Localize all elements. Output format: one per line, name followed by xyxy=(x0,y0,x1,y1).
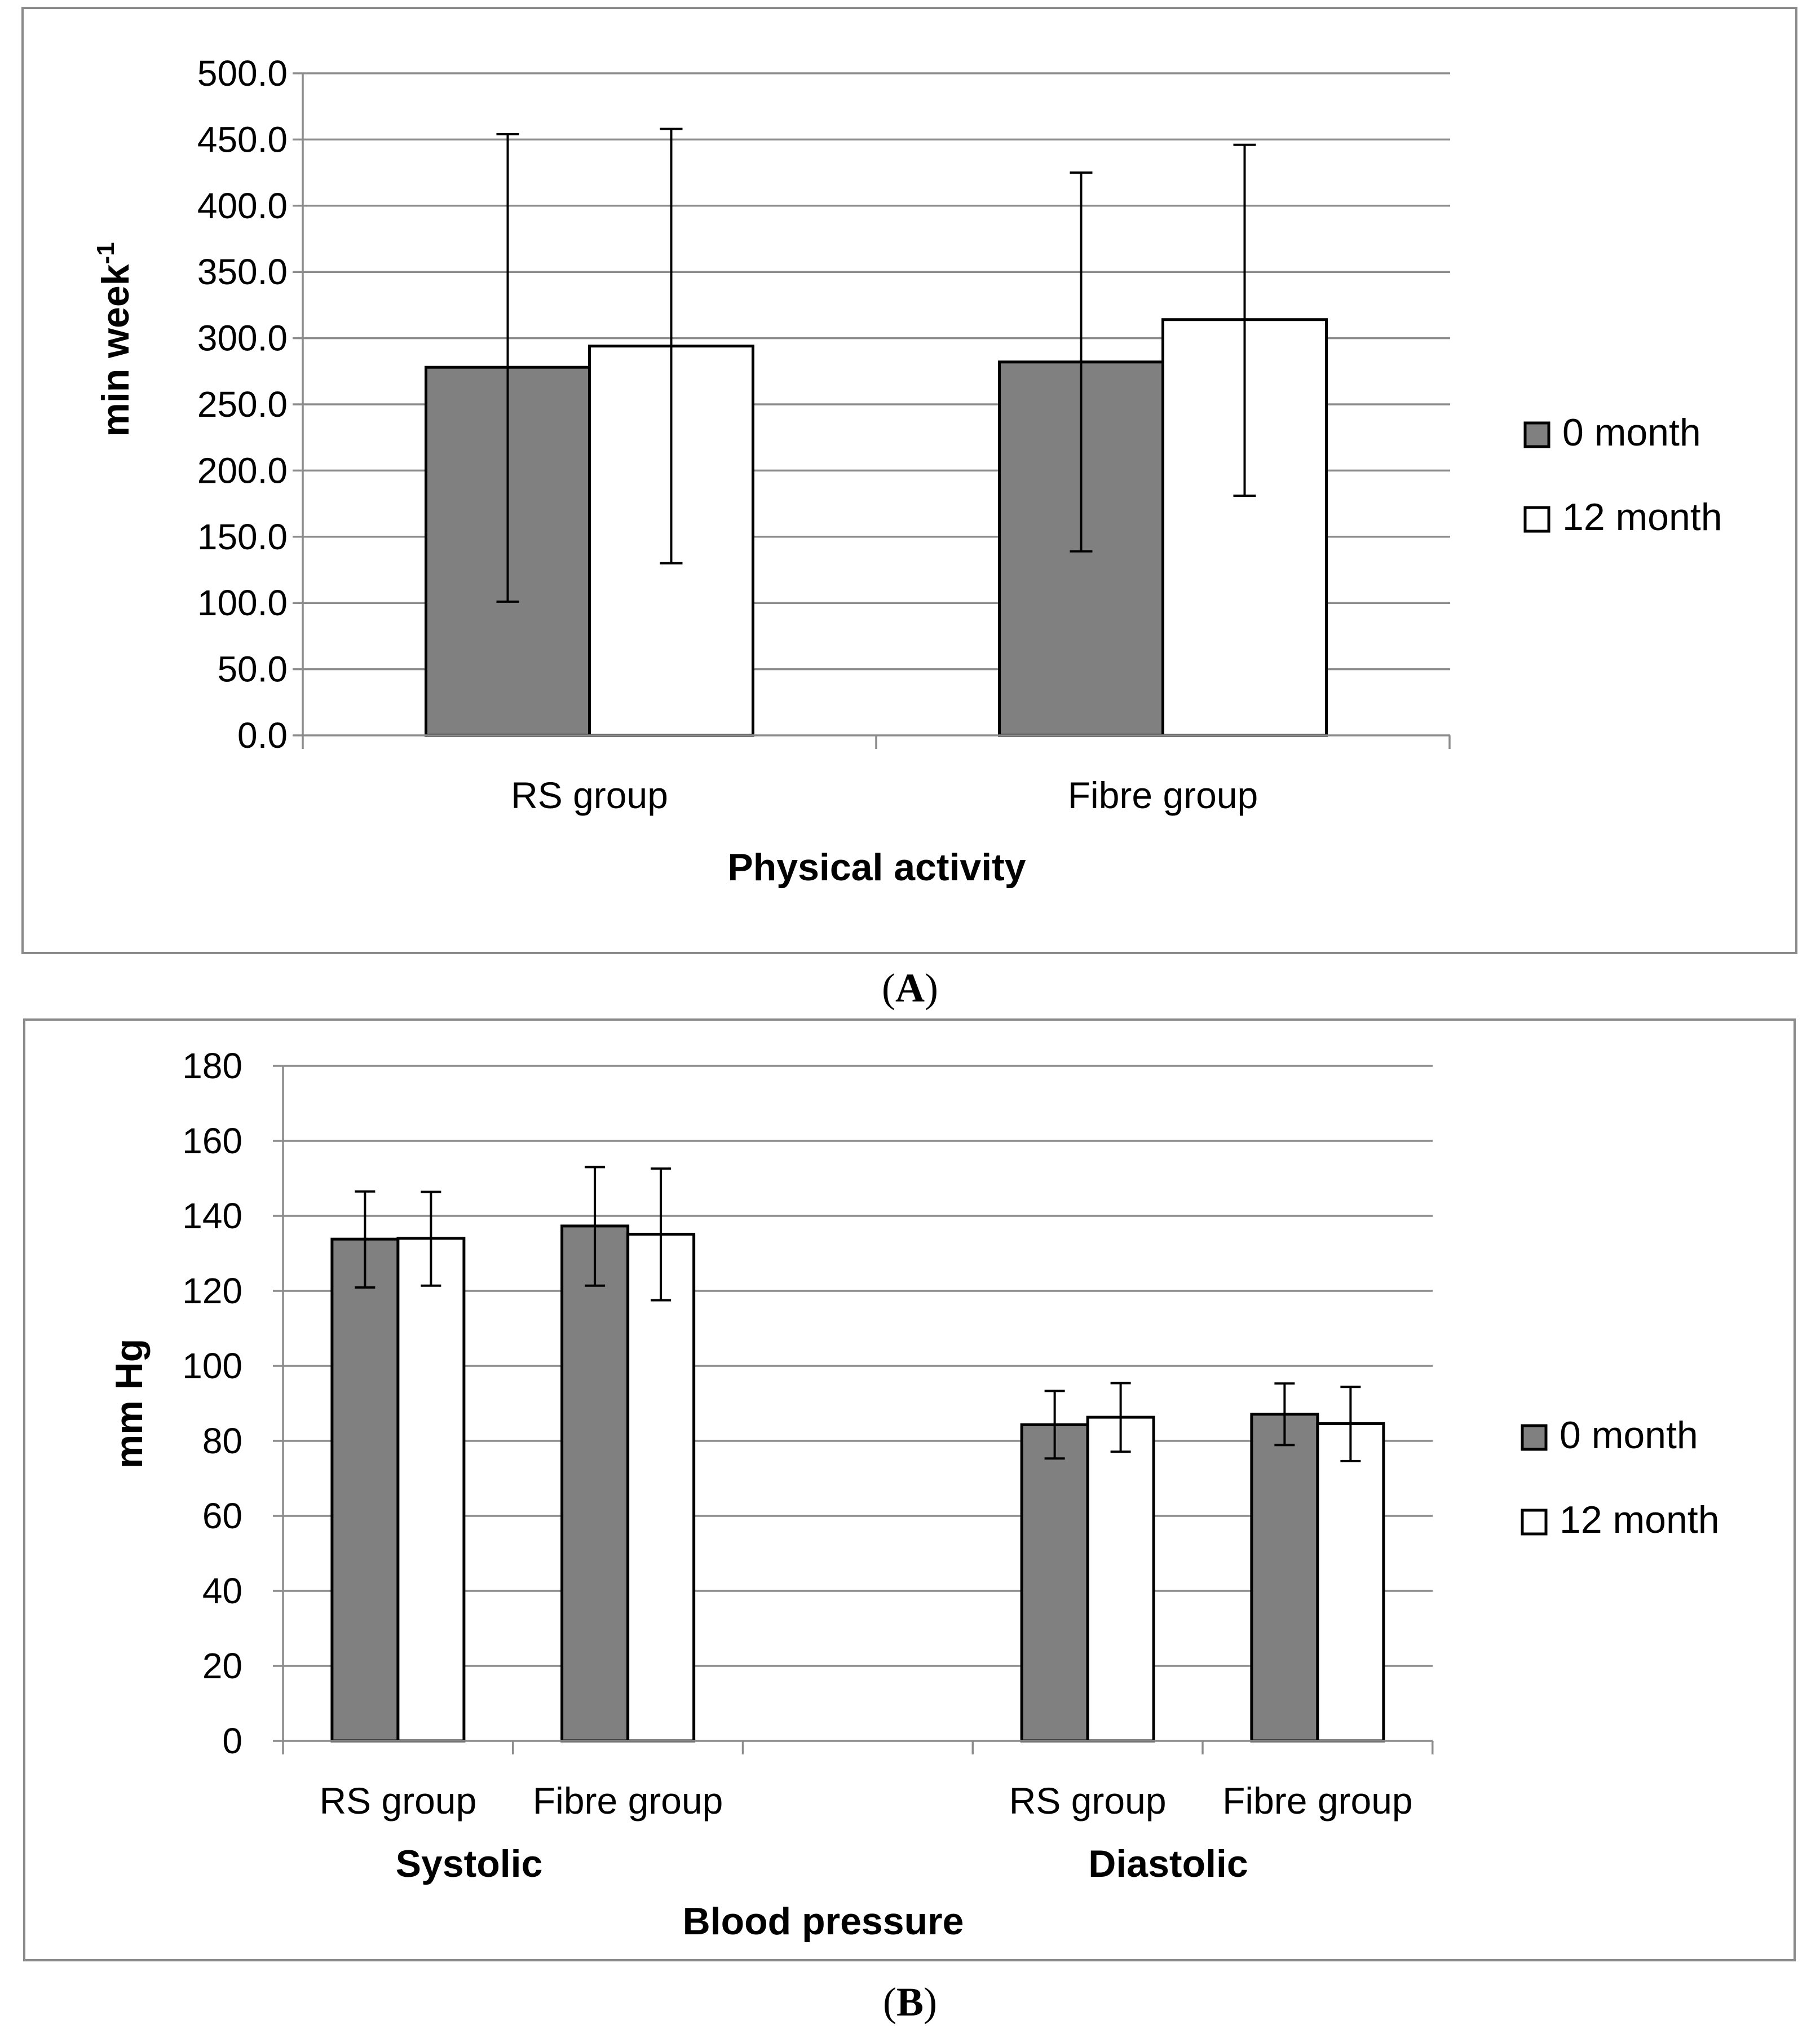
legend-label-0-month: 0 month xyxy=(1560,1414,1698,1457)
panel-a-y-axis-title: min week-1 xyxy=(92,242,137,436)
panel-a-error-bars xyxy=(496,127,1256,603)
y-tick-label: 350.0 xyxy=(197,252,288,292)
y-tick-label: 120 xyxy=(182,1271,242,1311)
bar-0-month xyxy=(1020,1423,1089,1743)
y-tick-label: 150.0 xyxy=(197,517,288,557)
y-tick-label: 0.0 xyxy=(237,715,288,756)
y-tick-label: 200.0 xyxy=(197,450,288,491)
panel-a-legend: 0 month 12 month xyxy=(1523,411,1722,539)
panel-a-y-tick-labels: 0.0 50.0 100.0 150.0 200.0 250.0 300.0 350.0 400… xyxy=(197,53,288,756)
y-tick-label: 400.0 xyxy=(197,186,288,226)
bar-0-month xyxy=(330,1237,400,1743)
category-label: RS group xyxy=(1009,1780,1167,1822)
category-label: RS group xyxy=(511,774,668,816)
panel-b-gridlines xyxy=(273,1065,1433,1742)
y-tick-label: 160 xyxy=(182,1121,242,1161)
y-tick-label: 450.0 xyxy=(197,119,288,160)
bar-12-month xyxy=(1316,1422,1385,1743)
panel-b-y-tick-labels: 0 20 40 60 80 100 120 140 160 180 xyxy=(182,1046,242,1761)
legend-swatch-12-month xyxy=(1523,506,1550,533)
y-tick-label: 20 xyxy=(202,1646,242,1686)
category-label: Fibre group xyxy=(1222,1780,1413,1822)
panel-b-y-axis-title: mm Hg xyxy=(108,1339,151,1468)
category-label: Fibre group xyxy=(1068,774,1258,816)
bar-12-month xyxy=(1086,1415,1155,1743)
bar-0-month xyxy=(1250,1413,1319,1743)
y-tick-label: 300.0 xyxy=(197,318,288,359)
legend-swatch-0-month xyxy=(1523,421,1550,448)
y-tick-label: 140 xyxy=(182,1196,242,1236)
legend-label-12-month: 12 month xyxy=(1562,496,1722,539)
panel-a-x-axis xyxy=(302,73,1451,749)
y-tick-label: 80 xyxy=(202,1421,242,1461)
panel-b-error-bars xyxy=(355,1166,1361,1462)
y-tick-label: 180 xyxy=(182,1046,242,1086)
bar-12-month xyxy=(396,1237,466,1743)
panel-a-x-axis-title: Physical activity xyxy=(727,846,1026,889)
category-label: RS group xyxy=(319,1780,476,1822)
y-tick-label: 100.0 xyxy=(197,583,288,623)
y-tick-label: 500.0 xyxy=(197,53,288,94)
legend-label-12-month: 12 month xyxy=(1560,1498,1720,1541)
panel-b-group-label-systolic: Systolic xyxy=(396,1842,543,1885)
panel-b: 0 20 40 60 80 100 120 140 160 180 RS group Fibre g… xyxy=(23,1018,1796,1961)
y-tick-label: 60 xyxy=(202,1496,242,1536)
legend-label-0-month: 0 month xyxy=(1562,411,1701,454)
panel-b-legend: 0 month 12 month xyxy=(1521,1414,1720,1541)
panel-a-caption: (A) xyxy=(882,965,938,1011)
panel-b-x-axis xyxy=(282,1066,1434,1754)
category-label: Fibre group xyxy=(533,1780,723,1822)
panel-b-x-axis-title: Blood pressure xyxy=(683,1900,964,1943)
panel-b-bars xyxy=(330,1224,1385,1743)
legend-swatch-0-month xyxy=(1521,1424,1548,1451)
panel-a-category-labels: RS group Fibre group xyxy=(511,774,1258,816)
bar-12-month xyxy=(626,1233,696,1743)
panel-a-frame xyxy=(21,7,1797,954)
panel-a: 0.0 50.0 100.0 150.0 200.0 250.0 300.0 350.0 400… xyxy=(21,7,1797,954)
panel-b-caption: (B) xyxy=(883,1979,937,2025)
y-tick-label: 250.0 xyxy=(197,384,288,425)
y-tick-label: 100 xyxy=(182,1346,242,1386)
bar-0-month xyxy=(560,1224,630,1743)
panel-b-frame xyxy=(23,1018,1796,1961)
legend-swatch-12-month xyxy=(1521,1509,1548,1536)
panel-b-category-labels: RS group Fibre group RS group Fibre group xyxy=(319,1780,1412,1822)
y-tick-label: 50.0 xyxy=(217,649,288,690)
y-tick-label: 0 xyxy=(222,1721,242,1761)
panel-b-group-label-diastolic: Diastolic xyxy=(1088,1842,1248,1885)
y-tick-label: 40 xyxy=(202,1571,242,1611)
